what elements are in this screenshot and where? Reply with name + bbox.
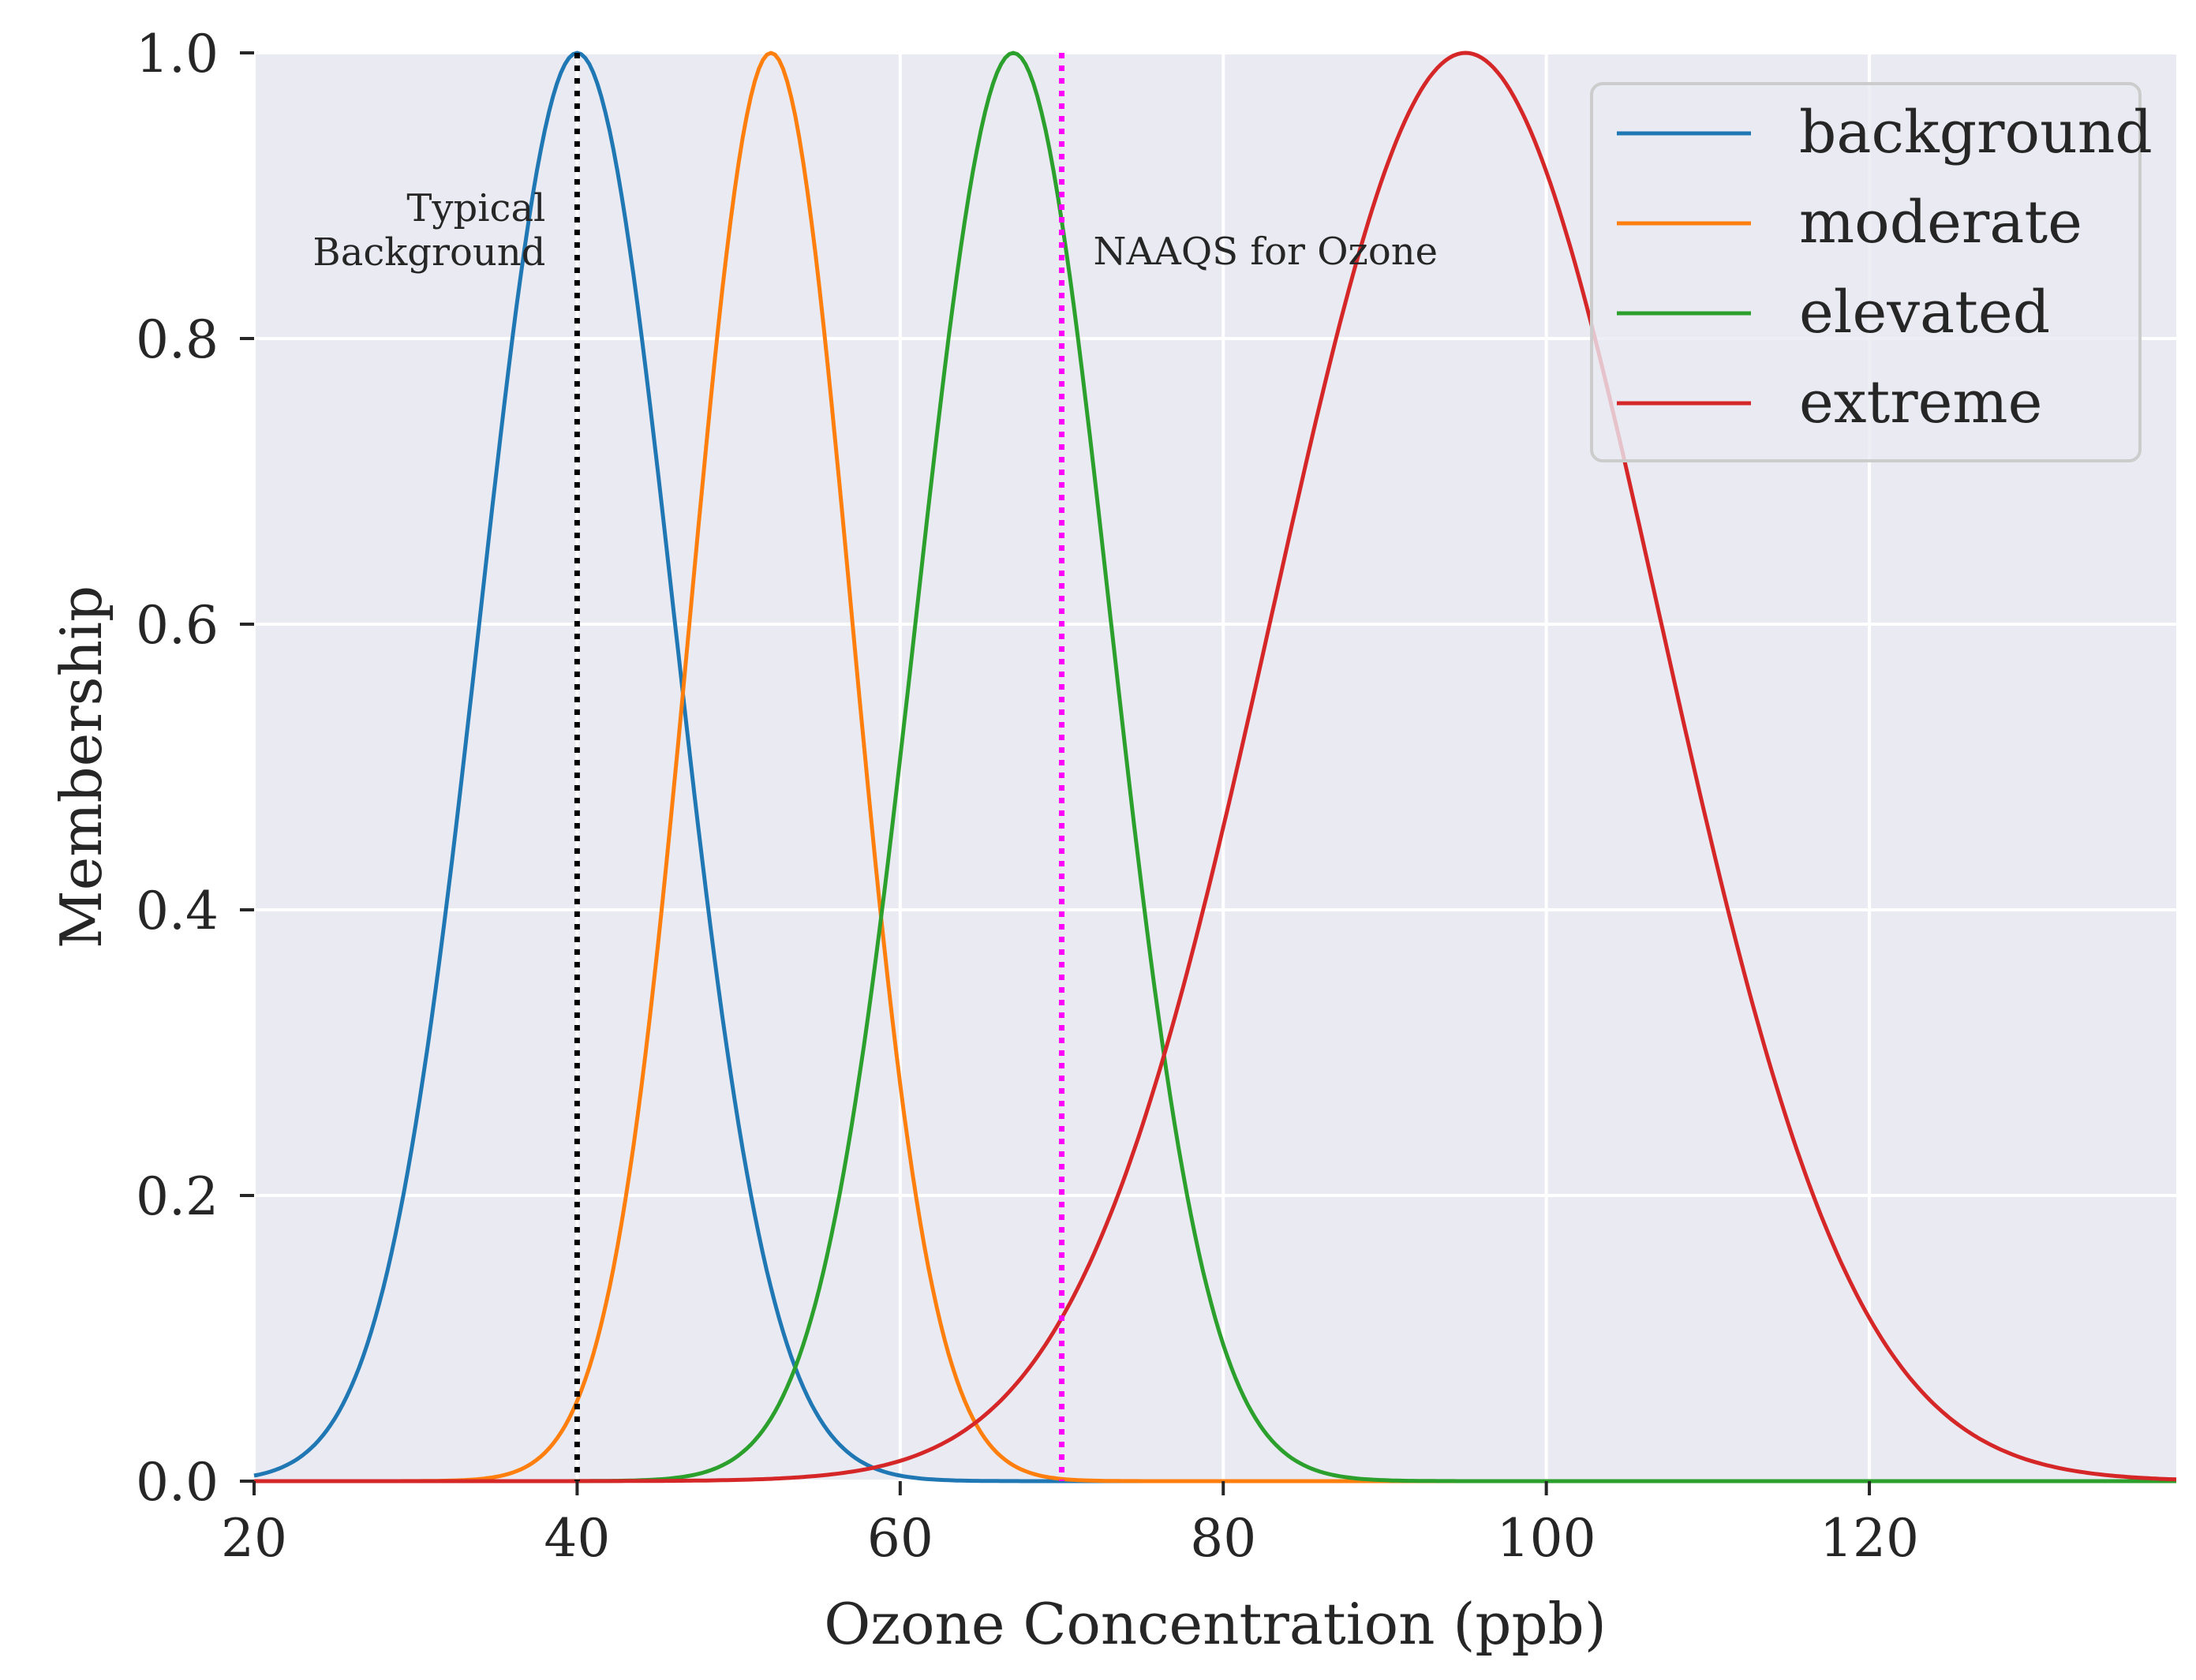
x-tick-label-100: 100 bbox=[1497, 1508, 1596, 1569]
x-axis-label: Ozone Concentration (ppb) bbox=[824, 1591, 1607, 1657]
y-tick-label-0.0: 0.0 bbox=[136, 1452, 219, 1513]
y-tick-label-0.4: 0.4 bbox=[136, 881, 219, 941]
legend: background moderate elevated extreme bbox=[1590, 82, 2153, 462]
y-tick-label-0.2: 0.2 bbox=[136, 1166, 219, 1227]
y-tick-label-0.6: 0.6 bbox=[136, 595, 219, 656]
legend-box bbox=[1590, 82, 2142, 462]
y-axis-label: Membership bbox=[48, 586, 114, 949]
x-tick-label-40: 40 bbox=[544, 1508, 610, 1569]
annotation-1-line-1: Typical bbox=[406, 186, 545, 230]
legend-label-elevated: elevated bbox=[1799, 279, 2050, 346]
x-tick-label-120: 120 bbox=[1820, 1508, 1919, 1569]
x-axis-ticks: 20 40 60 80 100 120 bbox=[221, 1481, 1919, 1569]
x-tick-label-60: 60 bbox=[867, 1508, 933, 1569]
legend-label-extreme: extreme bbox=[1799, 369, 2042, 436]
legend-label-background: background bbox=[1799, 99, 2153, 167]
legend-label-moderate: moderate bbox=[1799, 189, 2082, 256]
series-line-extreme bbox=[254, 51, 2177, 1484]
x-tick-label-20: 20 bbox=[221, 1508, 287, 1569]
y-tick-label-1.0: 1.0 bbox=[136, 24, 219, 84]
y-tick-label-0.8: 0.8 bbox=[136, 309, 219, 370]
annotation-2-line-1: NAAQS for Ozone bbox=[1094, 230, 1438, 274]
annotation-1-line-2: Background bbox=[312, 230, 545, 275]
x-tick-label-80: 80 bbox=[1190, 1508, 1256, 1569]
y-axis-ticks: 0.0 0.2 0.4 0.6 0.8 1.0 bbox=[136, 24, 254, 1513]
